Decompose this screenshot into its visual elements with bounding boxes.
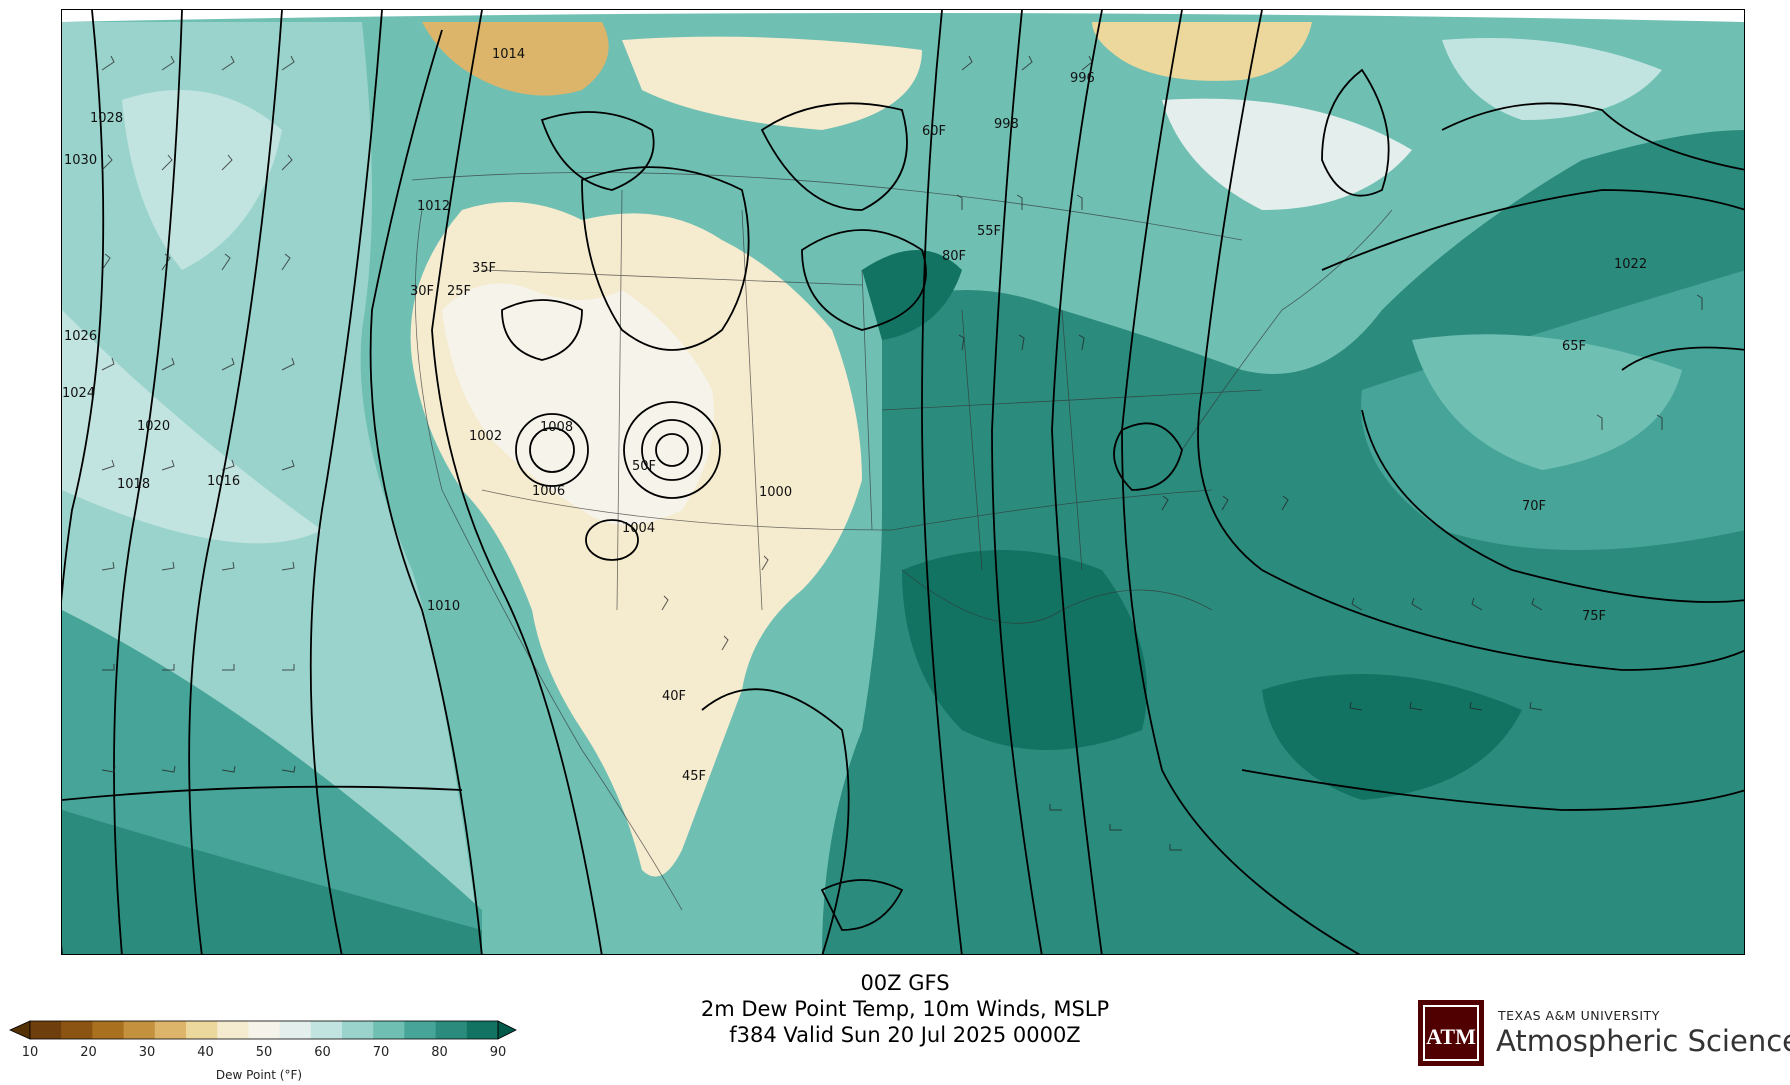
atlantic-light-patch (1412, 334, 1682, 470)
isobar-label: 996 (1070, 71, 1095, 86)
colorbar-tick-label: 90 (490, 1045, 507, 1060)
colorbar-tick-label: 30 (139, 1045, 156, 1060)
dewpoint-label: 60F (922, 124, 946, 139)
colorbar-arrow-low (9, 1020, 31, 1040)
colorbar-segment (92, 1021, 125, 1039)
dewpoint-label: 30F (410, 284, 434, 299)
pacific-dark-south (62, 810, 482, 954)
colorbar-segment (61, 1021, 93, 1039)
dewpoint-label: 70F (1522, 499, 1546, 514)
labrador-light (1442, 38, 1662, 120)
colorbar-segment (30, 1021, 62, 1039)
dewpoint-label: 25F (447, 284, 471, 299)
colorbar-segment (310, 1021, 343, 1039)
north-tan-patch (422, 22, 609, 96)
colorbar-tick-label: 70 (373, 1045, 390, 1060)
isobar-contours (62, 10, 1744, 954)
caption-model: 00Z GFS (860, 971, 950, 995)
pacific-light-patch (122, 90, 282, 270)
colorbar-arrow-high (497, 1020, 517, 1040)
atm-logo-icon: ATM (1418, 1000, 1484, 1066)
canada-light-patch (622, 36, 922, 130)
colorbar-segment (435, 1021, 468, 1039)
isobar-label: 1016 (207, 474, 240, 489)
colorbar-segment (217, 1021, 249, 1039)
pacific-light-patch-2 (62, 310, 322, 544)
colorbar-ticks: 10 20 30 40 50 60 70 80 90 (22, 1045, 507, 1060)
colorbar-tick-label: 60 (314, 1045, 331, 1060)
colorbar-segment (373, 1021, 405, 1039)
tamu-logo: ATM TEXAS A&M UNIVERSITY Atmospheric Sci… (1418, 1000, 1790, 1070)
canada-east-light (1162, 98, 1412, 210)
plains-dark-patch (862, 250, 962, 340)
isobar-label: 1004 (622, 521, 655, 536)
isobar-label: 1014 (492, 47, 525, 62)
isobar-label: 1012 (417, 199, 450, 214)
isobar-label: 1008 (540, 420, 573, 435)
dewpoint-colorbar: 10 20 30 40 50 60 70 80 90 Dew Point (°F) (9, 1020, 517, 1082)
dewpoint-label: 40F (662, 689, 686, 704)
logo-mark: ATM (1426, 1024, 1476, 1049)
colorbar-tick-label: 50 (256, 1045, 273, 1060)
isobar-label: 1030 (64, 153, 97, 168)
isobar-label: 1002 (469, 429, 502, 444)
map-panel: 1028 1030 1026 1024 1020 1018 1016 1014 … (61, 9, 1745, 955)
colorbar-tick-label: 10 (22, 1045, 39, 1060)
dewpoint-label: 55F (977, 224, 1001, 239)
colorbar-segment (186, 1021, 218, 1039)
colorbar-segment (342, 1021, 374, 1039)
isobar-label: 998 (994, 117, 1019, 132)
logo-university: TEXAS A&M UNIVERSITY (1498, 1008, 1660, 1023)
dewpoint-label: 35F (472, 261, 496, 276)
caribbean-dark-patch (1262, 674, 1522, 800)
caption-fields: 2m Dew Point Temp, 10m Winds, MSLP (700, 997, 1110, 1021)
colorbar-segment (154, 1021, 187, 1039)
isobar-label: 1020 (137, 419, 170, 434)
dewpoint-label: 75F (1582, 609, 1606, 624)
dewpoint-label: 45F (682, 769, 706, 784)
isobar-label: 1018 (117, 477, 150, 492)
isobar-label: 1024 (62, 386, 95, 401)
isobar-label: 1000 (759, 485, 792, 500)
dewpoint-label: 65F (1562, 339, 1586, 354)
dewpoint-map: 1028 1030 1026 1024 1020 1018 1016 1014 … (62, 10, 1744, 954)
isobar-label: 1026 (64, 329, 97, 344)
dewpoint-label: 50F (632, 459, 656, 474)
dewpoint-labels: 25F 30F 35F 40F 45F 50F 55F 60F 65F 70F … (410, 124, 1606, 784)
colorbar-label: Dew Point (°F) (216, 1068, 302, 1082)
dewpoint-label: 80F (942, 249, 966, 264)
figure-caption: 00Z GFS 2m Dew Point Temp, 10m Winds, MS… (600, 970, 1210, 1048)
isobar-label: 1028 (90, 111, 123, 126)
isobar-label: 1010 (427, 599, 460, 614)
political-boundaries (411, 172, 1393, 911)
logo-department: Atmospheric Sciences (1496, 1024, 1790, 1058)
wind-barbs (101, 55, 1703, 851)
colorbar-segment (466, 1021, 499, 1039)
colorbar-segment (279, 1021, 312, 1039)
isobar-label: 1006 (532, 484, 565, 499)
colorbar-segments (9, 1020, 517, 1040)
colorbar-tick-label: 80 (431, 1045, 448, 1060)
isobar-label: 1022 (1614, 257, 1647, 272)
colorbar-tick-label: 20 (80, 1045, 97, 1060)
colorbar-segment (248, 1021, 281, 1039)
isobar-labels: 1028 1030 1026 1024 1020 1018 1016 1014 … (62, 47, 1647, 614)
colorbar-border (29, 1020, 499, 1040)
colorbar-segment (404, 1021, 437, 1039)
map-edge-top (62, 10, 1744, 22)
colorbar-tick-label: 40 (197, 1045, 214, 1060)
colorbar-segment (123, 1021, 156, 1039)
caption-valid-time: f384 Valid Sun 20 Jul 2025 0000Z (729, 1023, 1081, 1047)
